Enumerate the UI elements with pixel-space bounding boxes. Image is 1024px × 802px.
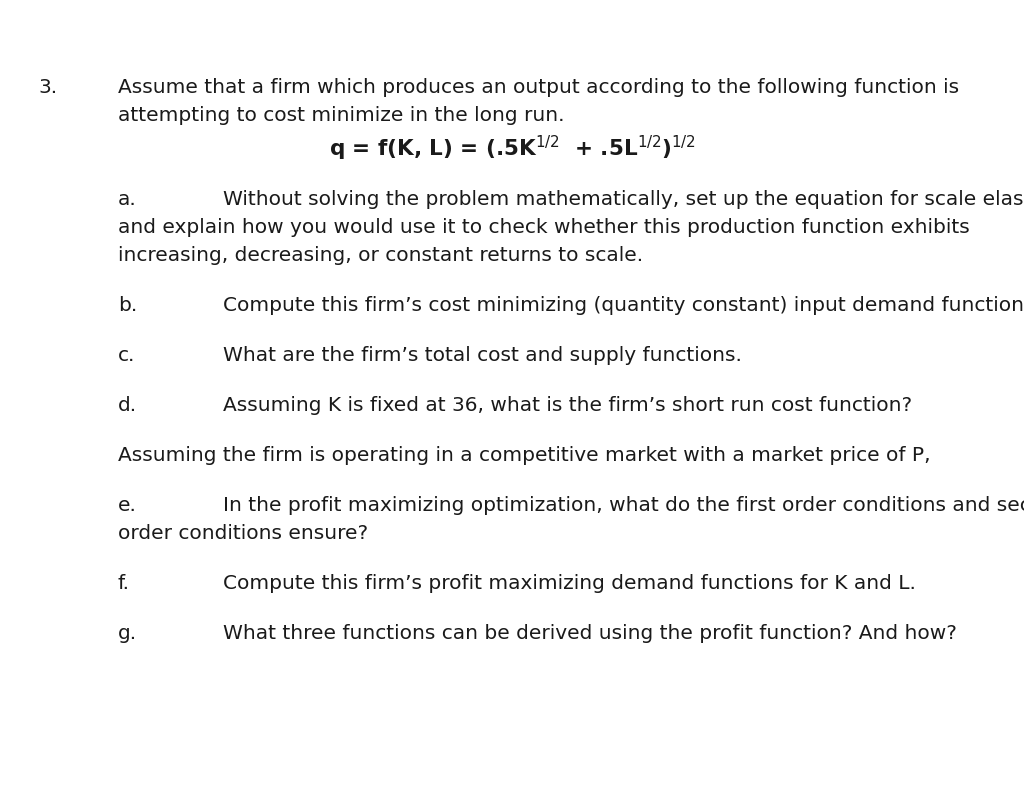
Text: g.: g.: [118, 623, 137, 642]
Text: In the profit maximizing optimization, what do the first order conditions and se: In the profit maximizing optimization, w…: [223, 496, 1024, 514]
Text: Compute this firm’s profit maximizing demand functions for K and L.: Compute this firm’s profit maximizing de…: [223, 573, 916, 592]
Text: f.: f.: [118, 573, 130, 592]
Text: q = f(K, L) = (.5K$^{1/2}$  + .5L$^{1/2}$)$^{1/2}$: q = f(K, L) = (.5K$^{1/2}$ + .5L$^{1/2}$…: [329, 134, 695, 163]
Text: a.: a.: [118, 190, 136, 209]
Text: Without solving the problem mathematically, set up the equation for scale elasti: Without solving the problem mathematical…: [223, 190, 1024, 209]
Text: d.: d.: [118, 395, 137, 415]
Text: order conditions ensure?: order conditions ensure?: [118, 524, 368, 542]
Text: e.: e.: [118, 496, 136, 514]
Text: Assuming the firm is operating in a competitive market with a market price of P,: Assuming the firm is operating in a comp…: [118, 445, 931, 464]
Text: b.: b.: [118, 296, 137, 314]
Text: Assuming K is fixed at 36, what is the firm’s short run cost function?: Assuming K is fixed at 36, what is the f…: [223, 395, 912, 415]
Text: Compute this firm’s cost minimizing (quantity constant) input demand functions.: Compute this firm’s cost minimizing (qua…: [223, 296, 1024, 314]
Text: increasing, decreasing, or constant returns to scale.: increasing, decreasing, or constant retu…: [118, 245, 643, 265]
Text: 3.: 3.: [39, 78, 58, 97]
Text: What are the firm’s total cost and supply functions.: What are the firm’s total cost and suppl…: [223, 346, 742, 365]
Text: Assume that a firm which produces an output according to the following function : Assume that a firm which produces an out…: [118, 78, 958, 97]
Text: attempting to cost minimize in the long run.: attempting to cost minimize in the long …: [118, 106, 564, 125]
Text: What three functions can be derived using the profit function? And how?: What three functions can be derived usin…: [223, 623, 957, 642]
Text: and explain how you would use it to check whether this production function exhib: and explain how you would use it to chec…: [118, 217, 970, 237]
Text: c.: c.: [118, 346, 135, 365]
